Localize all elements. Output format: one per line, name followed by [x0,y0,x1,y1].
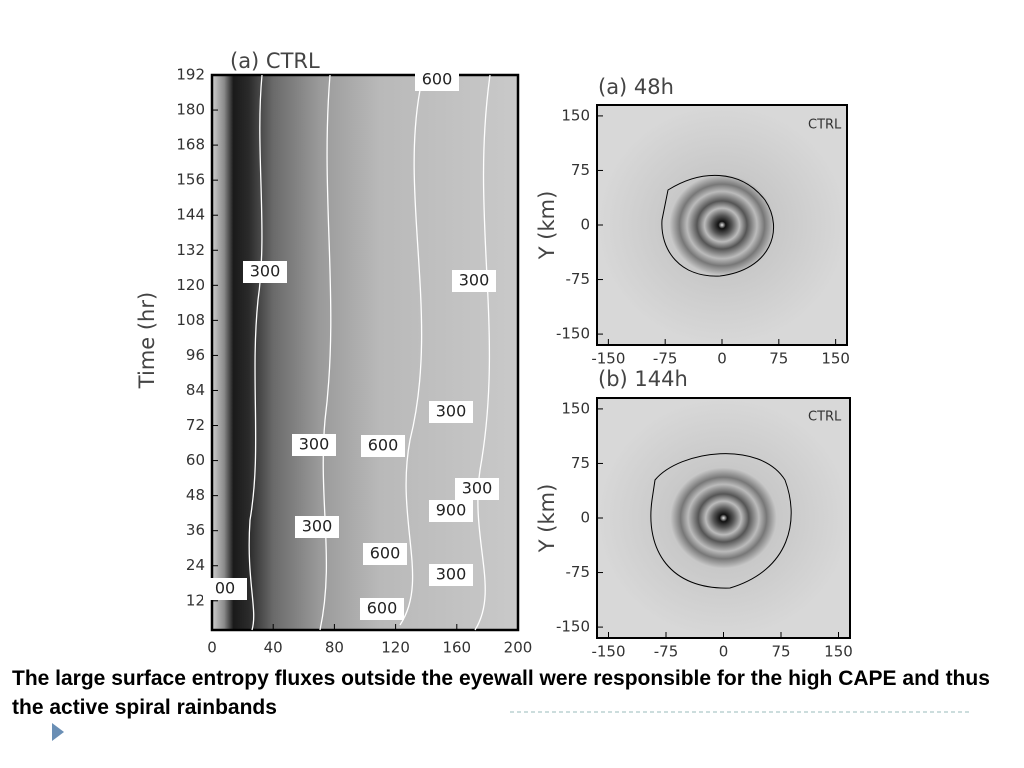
x-tick-label: 0 [719,643,729,661]
y-tick-label: 60 [186,451,205,469]
contour-label: 300 [299,435,330,454]
x-tick-label: -150 [591,643,625,661]
y-tick-label: -150 [556,325,590,343]
y-tick-label: 96 [186,346,205,364]
y-tick-label: -75 [566,270,591,288]
contour-label-bg [455,478,499,500]
y-tick-label: -75 [566,563,591,581]
contour-label-bg [429,564,473,586]
contour-label-bg [429,401,473,423]
bullet-arrow [52,723,64,741]
x-tick-label: 75 [771,643,790,661]
x-tick-label: -150 [591,350,625,368]
y-tick-label: 108 [176,311,205,329]
contour-label-bg [361,435,405,457]
contour-label: 600 [368,436,399,455]
contour-label-bg [295,516,339,538]
panel-title: (a) CTRL [230,49,320,73]
x-tick-label: 0 [717,350,727,368]
x-tick-label: 80 [325,639,344,657]
y-axis-label: Y (km) [535,484,559,554]
contour-label-bg [415,69,459,91]
contour-label: 300 [462,479,493,498]
y-tick-label: 0 [580,216,590,234]
y-tick-label: 150 [561,106,590,124]
y-tick-label: 0 [580,509,590,527]
contour-outline [661,174,774,277]
y-tick-label: 168 [176,136,205,154]
y-tick-label: 72 [186,416,205,434]
x-tick-label: -75 [653,350,678,368]
contour-label-bg [203,578,247,600]
contour-label-bg [360,598,404,620]
x-tick-label: 120 [381,639,410,657]
contour-label-bg [363,543,407,565]
contour-label-bg [452,270,496,292]
y-tick-label: 192 [176,66,205,84]
y-tick-label: 36 [186,521,205,539]
contour-label: 600 [367,599,398,618]
contour-label: 300 [436,565,467,584]
y-tick-label: 75 [571,454,590,472]
x-tick-label: 75 [769,350,788,368]
y-tick-label: 144 [176,206,205,224]
x-tick-label: 150 [821,350,850,368]
y-tick-label: 24 [186,556,205,574]
x-tick-label: 150 [824,643,853,661]
contours [248,74,491,631]
map-144h [596,397,851,639]
x-tick-label: 160 [442,639,471,657]
y-tick-label: 84 [186,381,205,399]
y-tick-label: 180 [176,101,205,119]
contour-label: 300 [250,262,281,281]
contour-label: 00 [215,579,235,598]
y-tick-label: 12 [186,591,205,609]
contour-label: 300 [459,271,490,290]
contour-label: 900 [436,501,467,520]
y-tick-label: 156 [176,171,205,189]
contour-label: 300 [436,402,467,421]
contour-label: 600 [422,70,453,89]
contour-label-bg [243,261,287,283]
y-tick-label: 120 [176,276,205,294]
y-tick-label: 48 [186,486,205,504]
x-tick-label: -75 [654,643,679,661]
panel-tag: CTRL [808,410,842,425]
caption: The large surface entropy fluxes outside… [12,667,990,719]
x-tick-label: 0 [207,639,217,657]
x-tick-label: 200 [504,639,533,657]
x-tick-label: 40 [264,639,283,657]
y-tick-label: 150 [561,399,590,417]
y-tick-label: 75 [571,161,590,179]
hovmoller-plot [210,73,520,632]
contour-label: 300 [302,517,333,536]
y-tick-label: 132 [176,241,205,259]
contour-label-bg [429,500,473,522]
contour-label-bg [292,434,336,456]
panel-title: (a) 48h [598,75,674,99]
y-axis-label: Time (hr) [135,292,159,389]
panel-title: (b) 144h [598,367,688,391]
panel-tag: CTRL [808,118,842,133]
y-tick-label: -150 [556,618,590,636]
y-axis-label: Y (km) [535,191,559,261]
contour-outline [650,453,792,589]
contour-label: 600 [370,544,401,563]
map-48h [596,104,848,346]
